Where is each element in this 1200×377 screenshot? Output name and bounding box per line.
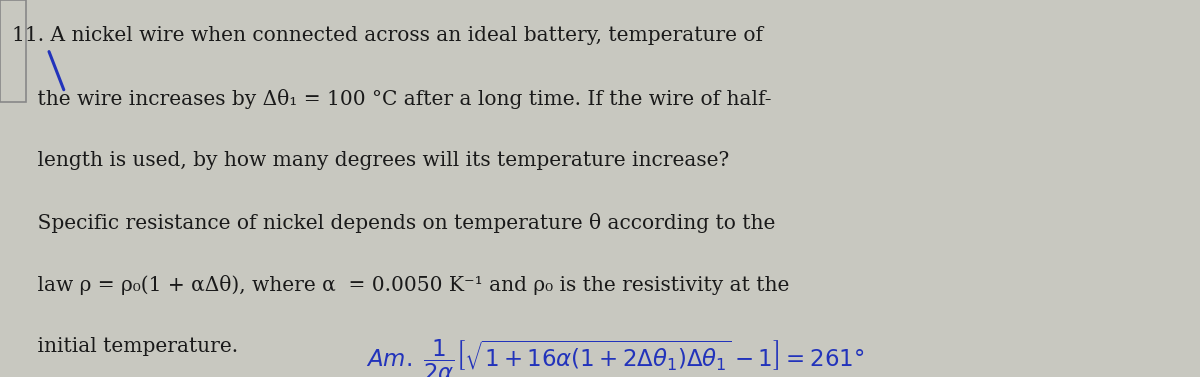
Text: the wire increases by Δθ₁ = 100 °C after a long time. If the wire of half-: the wire increases by Δθ₁ = 100 °C after…: [12, 89, 772, 109]
Text: 11. A nickel wire when connected across an ideal battery, temperature of: 11. A nickel wire when connected across …: [12, 26, 763, 45]
Text: law ρ = ρ₀(1 + αΔθ), where α  = 0.0050 K⁻¹ and ρ₀ is the resistivity at the: law ρ = ρ₀(1 + αΔθ), where α = 0.0050 K⁻…: [12, 275, 790, 295]
Text: $\mathit{Am.}$$\; \mathit{\dfrac{1}{2\alpha}}$$\left[\sqrt{1+16\alpha(1+2\Delta\: $\mathit{Am.}$$\; \mathit{\dfrac{1}{2\al…: [366, 337, 864, 377]
Text: length is used, by how many degrees will its temperature increase?: length is used, by how many degrees will…: [12, 151, 730, 170]
Text: Specific resistance of nickel depends on temperature θ according to the: Specific resistance of nickel depends on…: [12, 213, 775, 233]
Text: initial temperature.: initial temperature.: [12, 337, 238, 356]
Bar: [0, 0, 26, 102]
